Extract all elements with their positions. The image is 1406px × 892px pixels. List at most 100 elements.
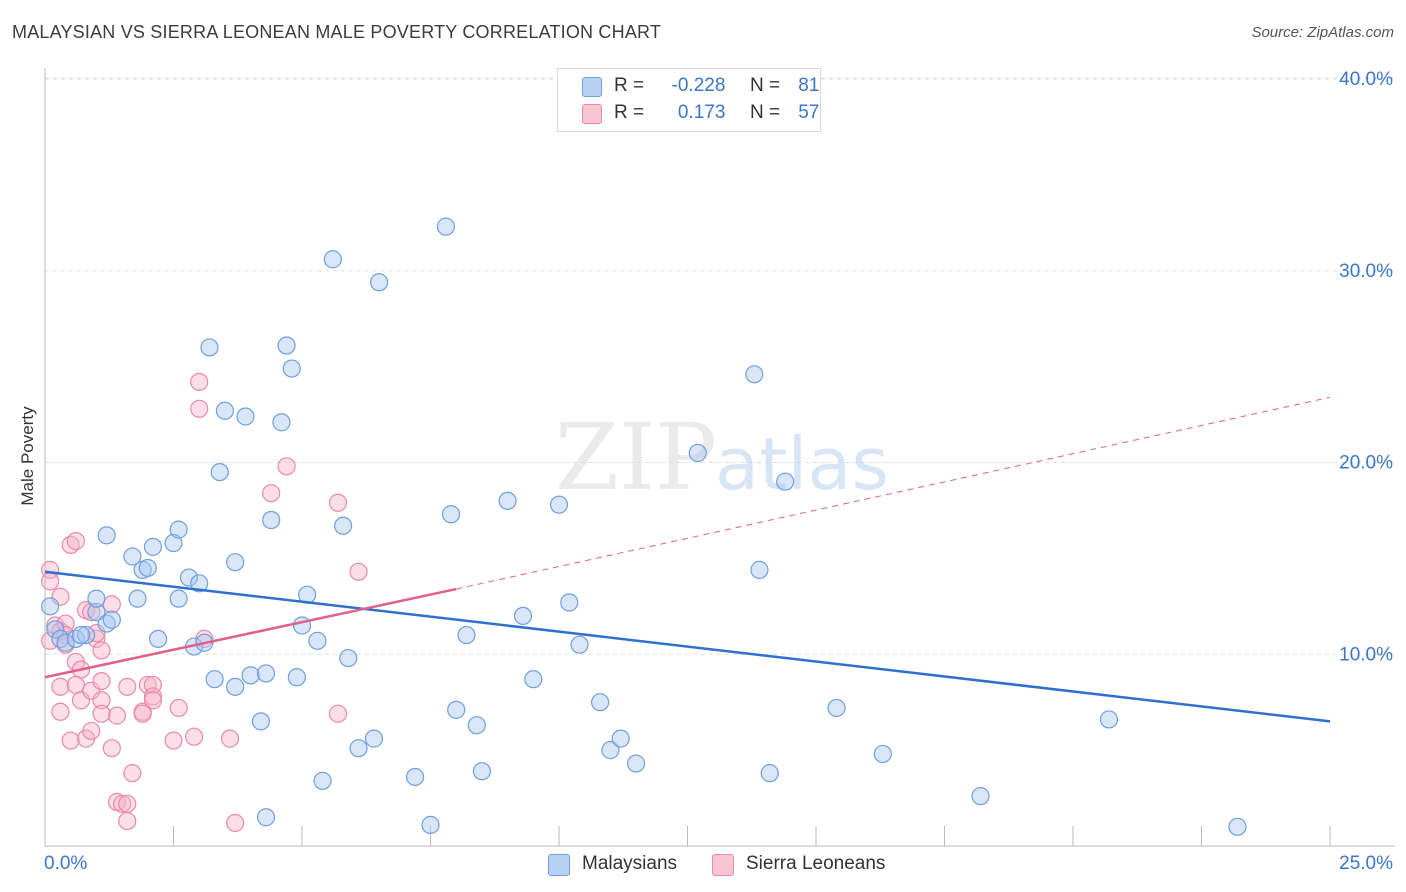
data-point-sierra-leonean — [123, 764, 142, 783]
y-tick-label: 10.0% — [1339, 644, 1393, 665]
data-point-sierra-leonean — [107, 706, 127, 725]
data-point-malaysian — [323, 250, 342, 269]
bottom-legend-swatch-pink — [712, 854, 734, 876]
data-point-malaysian — [87, 589, 106, 608]
data-point-sierra-leonean — [226, 813, 245, 833]
data-point-sierra-leonean — [277, 457, 296, 476]
data-point-malaysian — [472, 762, 491, 781]
data-point-sierra-leonean — [118, 794, 137, 813]
data-point-sierra-leonean — [92, 641, 111, 660]
data-point-malaysian — [277, 336, 296, 355]
data-point-malaysian — [457, 625, 476, 645]
data-point-malaysian — [971, 787, 990, 806]
trend-line-sierra-leoneans-1 — [44, 587, 457, 679]
bottom-legend-swatch-blue — [548, 854, 570, 876]
data-point-sierra-leonean — [112, 794, 132, 813]
data-point-sierra-leonean — [118, 677, 137, 696]
data-point-malaysian — [292, 616, 312, 635]
data-point-sierra-leonean — [61, 731, 80, 750]
data-point-malaysian — [339, 648, 358, 668]
data-point-malaysian — [688, 443, 707, 463]
data-point-malaysian — [190, 574, 209, 593]
data-point-sierra-leonean — [102, 739, 121, 758]
data-point-malaysian — [262, 510, 281, 530]
data-point-sierra-leonean — [92, 691, 111, 710]
y-tick-label: 30.0% — [1339, 261, 1393, 282]
y-tick-label: 20.0% — [1339, 453, 1393, 474]
data-point-malaysian — [56, 633, 75, 652]
data-point-malaysian — [241, 666, 260, 685]
bottom-legend-label-malaysians: Malaysians — [582, 853, 678, 874]
data-point-malaysian — [524, 670, 543, 689]
watermark: ZIP atlas — [555, 404, 889, 511]
chart-title: MALAYSIAN VS SIERRA LEONEAN MALE POVERTY… — [12, 22, 662, 42]
chart-source: Source: ZipAtlas.com — [1251, 24, 1394, 41]
data-point-malaysian — [447, 700, 466, 719]
data-point-malaysian — [215, 401, 234, 420]
data-point-malaysian — [71, 625, 91, 645]
data-point-malaysian — [251, 712, 270, 731]
data-point-malaysian — [200, 338, 219, 357]
data-point-malaysian — [498, 491, 517, 510]
data-point-sierra-leonean — [92, 704, 111, 723]
data-point-sierra-leonean — [190, 399, 209, 418]
data-point-malaysian — [349, 739, 368, 758]
data-point-malaysian — [256, 664, 276, 683]
data-point-malaysian — [421, 815, 440, 835]
data-point-malaysian — [226, 553, 245, 572]
data-point-malaysian — [549, 495, 569, 514]
y-tick-label: 40.0% — [1339, 69, 1393, 90]
data-point-malaysian — [467, 716, 486, 735]
series-malaysians — [41, 217, 1247, 836]
data-point-malaysian — [308, 631, 327, 650]
data-point-malaysian — [1228, 817, 1247, 836]
data-point-sierra-leonean — [184, 727, 204, 746]
data-point-malaysian — [287, 668, 306, 687]
legend-swatch-pink — [582, 104, 602, 124]
trend-lines — [44, 396, 1331, 723]
data-point-malaysian — [226, 677, 245, 696]
data-point-sierra-leonean — [220, 729, 240, 748]
x-tick-label-min: 0.0% — [44, 853, 87, 874]
data-point-malaysian — [570, 635, 589, 654]
data-point-sierra-leonean — [164, 731, 183, 750]
watermark-atlas: atlas — [715, 422, 889, 506]
grid-lines — [45, 77, 1395, 655]
data-point-malaysian — [148, 629, 168, 649]
data-point-malaysian — [272, 413, 291, 432]
data-point-malaysian — [601, 741, 620, 760]
bottom-legend-label-sierra-leoneans: Sierra Leoneans — [746, 853, 886, 874]
data-point-malaysian — [128, 589, 147, 608]
data-point-sierra-leonean — [41, 572, 60, 591]
x-tick-label-max: 25.0% — [1339, 853, 1393, 874]
axes — [44, 68, 1395, 847]
data-point-malaysian — [591, 693, 610, 712]
data-point-malaysian — [611, 729, 630, 748]
data-point-malaysian — [873, 744, 892, 764]
data-point-malaysian — [1099, 710, 1119, 729]
data-point-sierra-leonean — [262, 484, 281, 503]
data-point-malaysian — [745, 365, 764, 384]
data-point-malaysian — [169, 589, 188, 608]
data-point-malaysian — [164, 533, 183, 553]
data-point-malaysian — [626, 754, 646, 773]
data-point-sierra-leonean — [51, 702, 70, 721]
data-point-malaysian — [179, 568, 199, 587]
data-point-sierra-leonean — [118, 811, 137, 831]
data-point-sierra-leonean — [143, 687, 163, 706]
data-point-sierra-leonean — [102, 595, 121, 614]
data-point-sierra-leonean — [66, 532, 85, 551]
data-point-malaysian — [364, 729, 384, 748]
data-point-malaysian — [46, 620, 65, 639]
data-point-malaysian — [405, 767, 425, 787]
legend-box: R = -0.228 N = 81 R = 0.173 N = 57 — [557, 68, 821, 132]
data-point-malaysian — [776, 472, 795, 491]
data-point-malaysian — [210, 462, 229, 482]
legend-text-sierra-leoneans: R = 0.173 N = 57 — [614, 102, 820, 123]
data-point-sierra-leonean — [328, 493, 348, 512]
data-point-sierra-leonean — [190, 372, 209, 392]
data-point-sierra-leonean — [328, 704, 348, 723]
data-point-sierra-leonean — [51, 677, 70, 696]
data-point-malaysian — [169, 520, 188, 539]
